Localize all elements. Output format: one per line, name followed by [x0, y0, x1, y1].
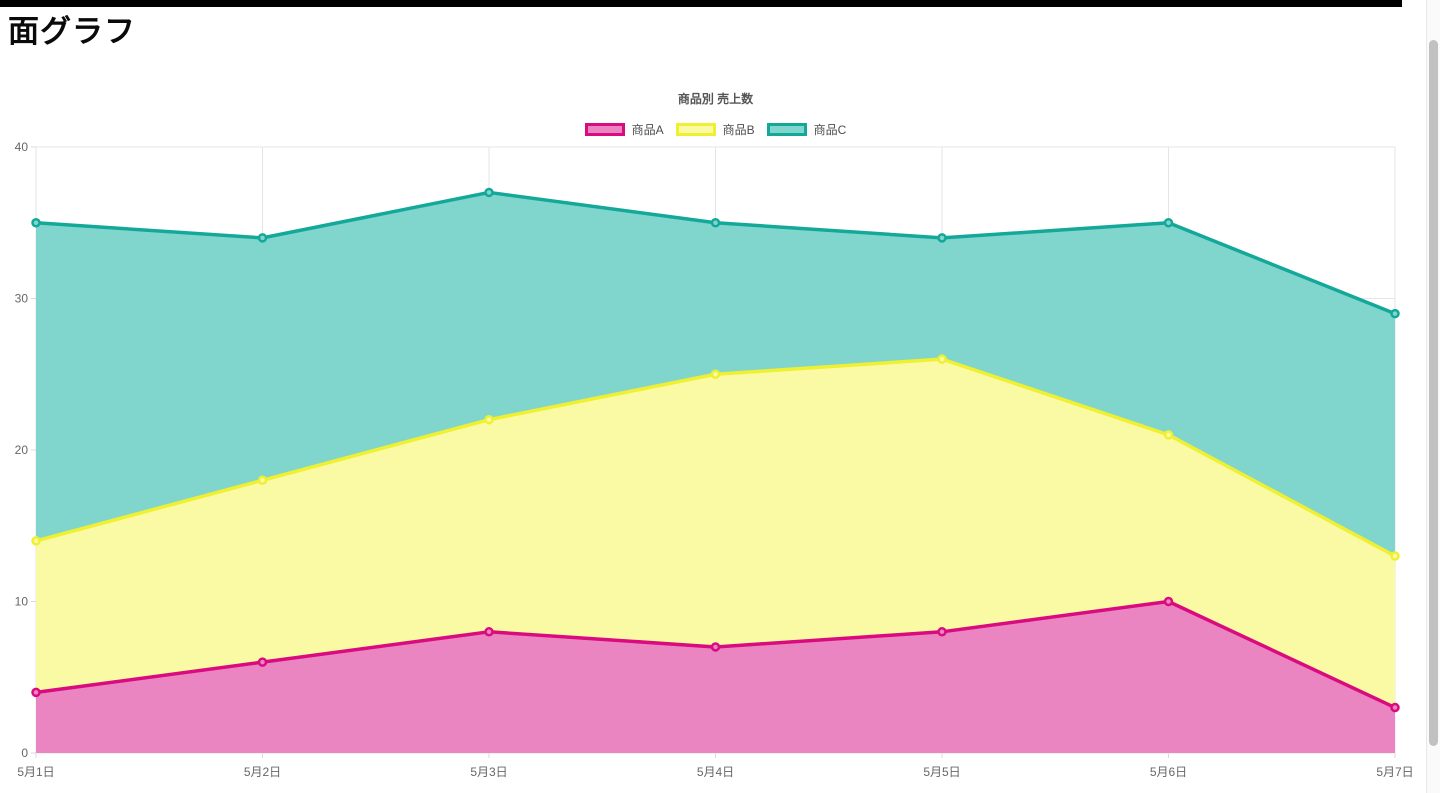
svg-text:5月4日: 5月4日: [697, 765, 734, 779]
svg-text:10: 10: [15, 595, 29, 609]
legend-label: 商品C: [813, 122, 847, 137]
svg-text:5月7日: 5月7日: [1376, 765, 1413, 779]
legend-label: 商品B: [722, 122, 755, 137]
svg-text:0: 0: [21, 746, 28, 760]
legend-swatch-product-b: [675, 122, 716, 136]
legend-item-product-c[interactable]: 商品C: [766, 121, 847, 138]
legend-item-product-a[interactable]: 商品A: [584, 121, 664, 138]
top-bar: [0, 0, 1402, 7]
svg-text:5月6日: 5月6日: [1150, 765, 1187, 779]
svg-text:30: 30: [15, 292, 29, 306]
scrollbar-thumb[interactable]: [1429, 40, 1438, 746]
legend-swatch-product-a: [584, 122, 625, 136]
legend-swatch-product-c: [766, 122, 807, 136]
page-title: 面グラフ: [8, 14, 136, 49]
svg-text:5月2日: 5月2日: [244, 765, 281, 779]
legend-label: 商品A: [631, 122, 664, 137]
chart-title: 商品別 売上数: [677, 92, 754, 106]
svg-text:5月3日: 5月3日: [470, 765, 507, 779]
svg-text:5月1日: 5月1日: [17, 765, 54, 779]
svg-text:20: 20: [15, 443, 29, 457]
svg-text:5月5日: 5月5日: [923, 765, 960, 779]
legend-item-product-b[interactable]: 商品B: [675, 121, 755, 138]
scrollbar-track[interactable]: [1426, 0, 1440, 793]
chart-legend: 商品A 商品B 商品C: [36, 120, 1395, 138]
svg-text:40: 40: [15, 140, 29, 154]
